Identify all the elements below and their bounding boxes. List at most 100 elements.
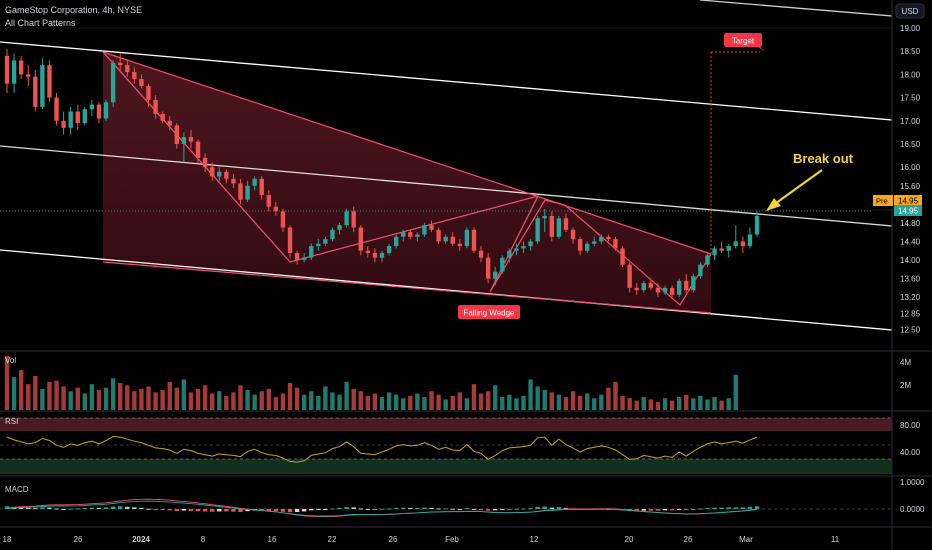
candle[interactable] bbox=[634, 283, 639, 295]
candle[interactable] bbox=[110, 60, 116, 107]
candle[interactable] bbox=[139, 74, 144, 89]
candle[interactable] bbox=[500, 255, 505, 274]
candle[interactable] bbox=[507, 248, 512, 263]
candle[interactable] bbox=[691, 273, 696, 293]
candle[interactable] bbox=[259, 176, 264, 200]
candle[interactable] bbox=[613, 236, 618, 251]
candle[interactable] bbox=[471, 227, 477, 254]
candle[interactable] bbox=[563, 213, 569, 233]
candle[interactable] bbox=[195, 139, 201, 163]
candle[interactable] bbox=[351, 206, 356, 233]
candle[interactable] bbox=[252, 176, 257, 191]
candle[interactable] bbox=[146, 83, 151, 107]
candle[interactable] bbox=[61, 111, 66, 135]
candle[interactable] bbox=[662, 285, 668, 295]
candle[interactable] bbox=[542, 208, 547, 233]
candle[interactable] bbox=[401, 229, 406, 242]
candle[interactable] bbox=[209, 162, 215, 182]
candle[interactable] bbox=[386, 243, 392, 256]
candle[interactable] bbox=[478, 246, 484, 263]
candle[interactable] bbox=[266, 190, 271, 212]
target-label[interactable]: Target bbox=[724, 33, 766, 52]
falling-wedge-label[interactable]: Falling Wedge bbox=[458, 305, 520, 319]
candle[interactable] bbox=[429, 220, 434, 233]
candle[interactable] bbox=[301, 253, 307, 263]
candle[interactable] bbox=[11, 53, 17, 93]
candle[interactable] bbox=[549, 211, 555, 242]
candle[interactable] bbox=[118, 53, 123, 73]
candle[interactable] bbox=[238, 178, 243, 205]
currency-button[interactable]: USD bbox=[895, 3, 925, 19]
candle[interactable] bbox=[698, 262, 703, 279]
candle[interactable] bbox=[669, 285, 675, 298]
candle[interactable] bbox=[705, 253, 710, 267]
time-axis[interactable]: 18 26 2024 8 16 22 26 Feb 12 20 26 Mar 11 bbox=[3, 535, 840, 544]
candle[interactable] bbox=[408, 229, 413, 240]
candle[interactable] bbox=[82, 106, 88, 126]
indicator-name[interactable]: All Chart Patterns bbox=[5, 18, 76, 28]
candle[interactable] bbox=[443, 234, 448, 244]
candle[interactable] bbox=[712, 246, 717, 260]
candle[interactable] bbox=[224, 169, 229, 184]
candle[interactable] bbox=[655, 283, 661, 298]
candle[interactable] bbox=[719, 241, 724, 254]
candle[interactable] bbox=[726, 243, 731, 258]
candle[interactable] bbox=[294, 250, 300, 265]
candle[interactable] bbox=[103, 99, 109, 121]
candle[interactable] bbox=[733, 225, 738, 249]
candle[interactable] bbox=[54, 92, 59, 126]
candle[interactable] bbox=[577, 236, 583, 256]
breakout-annotation[interactable]: Break out bbox=[766, 151, 854, 211]
price-axis[interactable]: 19.00 18.50 18.00 17.50 17.00 16.50 16.00 15.60… bbox=[900, 24, 921, 335]
candle[interactable] bbox=[40, 58, 45, 110]
candle[interactable] bbox=[337, 222, 342, 235]
candle[interactable] bbox=[535, 215, 540, 244]
candle[interactable] bbox=[415, 232, 420, 242]
candle[interactable] bbox=[627, 262, 632, 293]
candle[interactable] bbox=[493, 266, 498, 286]
candle[interactable] bbox=[620, 246, 625, 267]
candle[interactable] bbox=[599, 234, 604, 244]
candle[interactable] bbox=[33, 69, 38, 112]
candle[interactable] bbox=[330, 227, 335, 242]
candle[interactable] bbox=[202, 153, 208, 172]
candle[interactable] bbox=[379, 250, 385, 263]
candle[interactable] bbox=[167, 116, 172, 131]
candle[interactable] bbox=[47, 60, 52, 103]
candle[interactable] bbox=[344, 208, 349, 228]
candle[interactable] bbox=[365, 246, 371, 258]
candle[interactable] bbox=[464, 227, 470, 249]
candle[interactable] bbox=[648, 278, 654, 291]
candle[interactable] bbox=[422, 222, 427, 237]
candle[interactable] bbox=[740, 236, 746, 254]
candle[interactable] bbox=[132, 67, 137, 84]
candle[interactable] bbox=[450, 232, 455, 247]
candle[interactable] bbox=[592, 236, 597, 247]
candle[interactable] bbox=[521, 241, 526, 254]
candle[interactable] bbox=[231, 174, 236, 189]
candle[interactable] bbox=[181, 132, 187, 163]
candle[interactable] bbox=[217, 167, 222, 182]
candlestick-series[interactable] bbox=[4, 48, 760, 298]
candle[interactable] bbox=[125, 60, 130, 77]
candle[interactable] bbox=[457, 239, 463, 251]
candle[interactable] bbox=[245, 181, 250, 202]
candle[interactable] bbox=[316, 239, 321, 251]
candle[interactable] bbox=[160, 111, 165, 124]
candle[interactable] bbox=[747, 227, 753, 249]
candle[interactable] bbox=[280, 208, 286, 233]
candle[interactable] bbox=[287, 225, 293, 258]
candle[interactable] bbox=[89, 99, 95, 117]
candle[interactable] bbox=[372, 248, 378, 263]
parallel-channel[interactable] bbox=[0, 0, 893, 331]
candle[interactable] bbox=[436, 227, 441, 244]
candle[interactable] bbox=[606, 234, 611, 242]
candle[interactable] bbox=[26, 65, 31, 86]
candle[interactable] bbox=[68, 106, 73, 135]
candle[interactable] bbox=[584, 241, 590, 254]
candle[interactable] bbox=[153, 95, 158, 119]
candle[interactable] bbox=[75, 104, 80, 131]
candle[interactable] bbox=[273, 202, 279, 216]
candle[interactable] bbox=[96, 102, 102, 124]
